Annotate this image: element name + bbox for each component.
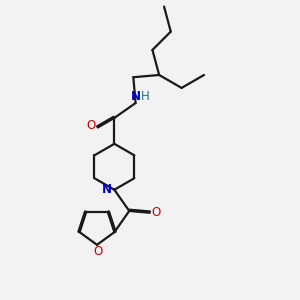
Text: O: O (93, 245, 102, 258)
Text: O: O (87, 119, 96, 133)
Text: O: O (152, 206, 161, 219)
Text: N: N (130, 90, 141, 103)
Text: N: N (102, 183, 112, 196)
Text: H: H (141, 90, 149, 103)
